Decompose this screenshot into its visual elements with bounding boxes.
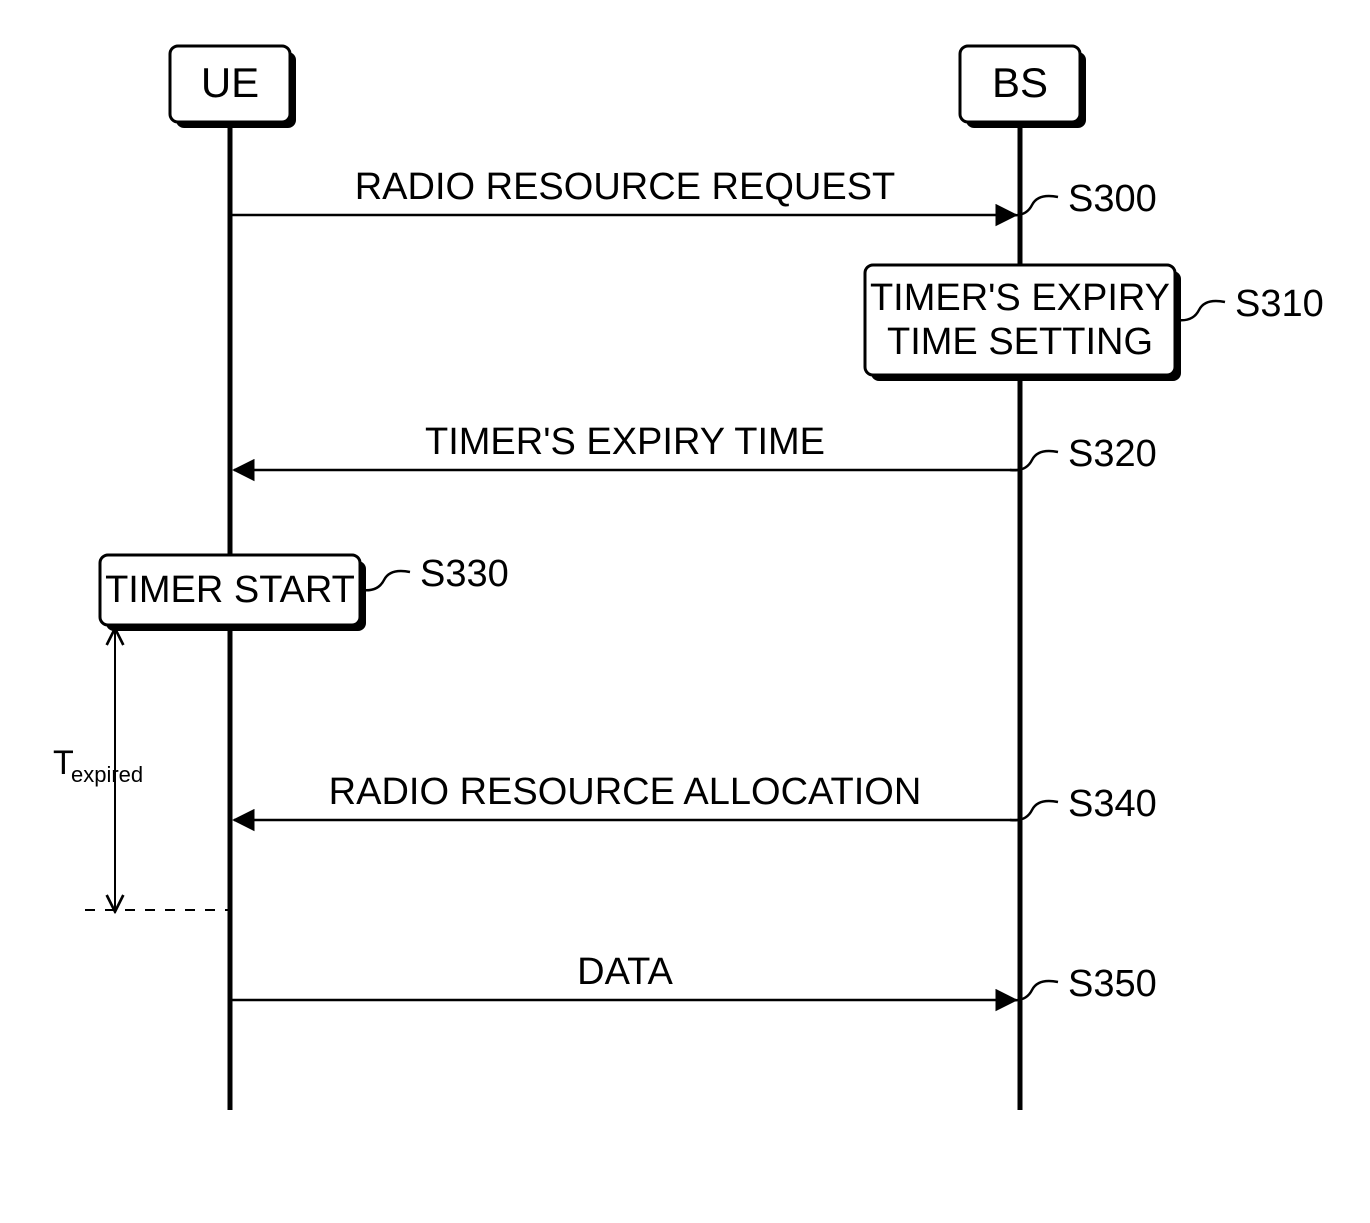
sequence-diagram: UE BS RADIO RESOURCE REQUEST S300 TIMER'S EX… [0, 0, 1370, 1223]
msg-s340-step: S340 [1068, 783, 1157, 825]
msg-s350-label: DATA [577, 951, 673, 993]
msg-s320-leader [1010, 451, 1058, 470]
msg-s350-leader [1010, 981, 1058, 1000]
msg-s340-leader [1010, 801, 1058, 820]
msg-s340-label: RADIO RESOURCE ALLOCATION [329, 771, 922, 813]
s310-line0: TIMER'S EXPIRY [870, 277, 1170, 319]
s310-leader [1177, 301, 1225, 320]
s310-step: S310 [1235, 283, 1324, 325]
msg-s300-label: RADIO RESOURCE REQUEST [355, 166, 896, 208]
msg-s300-leader [1010, 196, 1058, 215]
msg-s320-step: S320 [1068, 433, 1157, 475]
s330-step: S330 [420, 553, 509, 595]
ue-label: UE [201, 59, 259, 106]
bs-label: BS [992, 59, 1048, 106]
msg-s350-step: S350 [1068, 963, 1157, 1005]
msg-s320-label: TIMER'S EXPIRY TIME [425, 421, 825, 463]
msg-s300-step: S300 [1068, 178, 1157, 220]
s310-line1: TIME SETTING [887, 321, 1153, 363]
s330-leader [362, 571, 410, 590]
s330-line0: TIMER START [105, 569, 355, 611]
texpired-sub: expired [71, 762, 143, 787]
